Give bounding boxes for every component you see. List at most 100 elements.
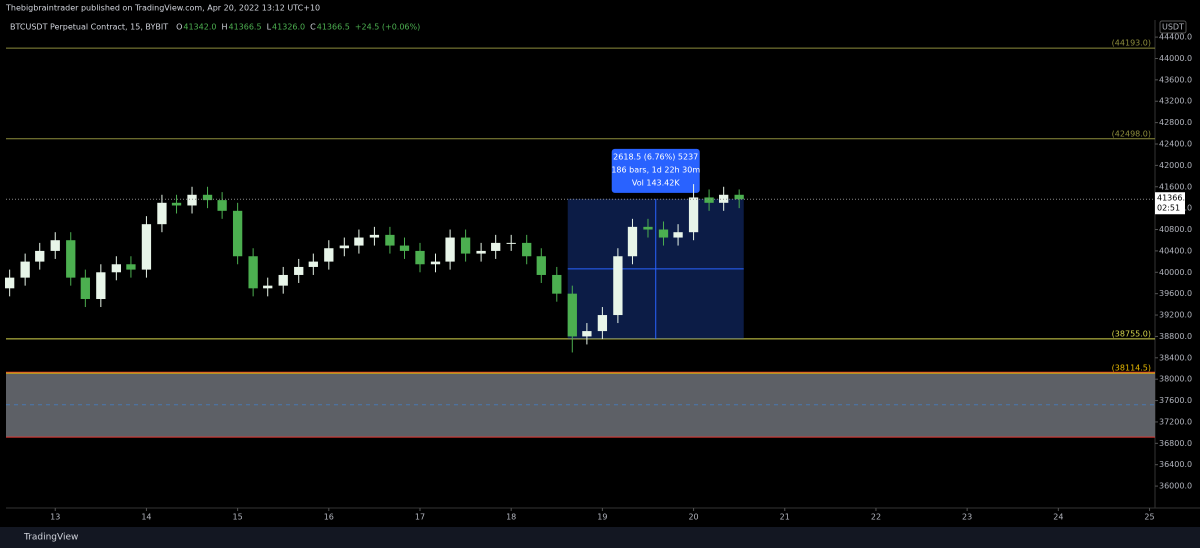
candle-body (582, 331, 592, 337)
x-tick-label: 17 (415, 513, 425, 522)
measure-label: Vol 143.42K (632, 178, 681, 187)
measure-label: 2618.5 (6.76%) 5237 (613, 152, 698, 161)
legend-title: BTCUSDT Perpetual Contract, 15, BYBIT (10, 23, 168, 32)
candle-body (734, 194, 744, 200)
candle-body (415, 250, 425, 265)
candle-body (658, 229, 669, 238)
countdown: 02:51 (1157, 204, 1180, 213)
candle-body (232, 210, 243, 257)
x-tick-label: 15 (233, 513, 243, 522)
candle-body (354, 237, 364, 246)
currency: USDT (1162, 23, 1184, 32)
candle-body (339, 245, 349, 249)
candle-body (171, 202, 182, 206)
candle-body (567, 293, 577, 337)
x-tick-label: 24 (1053, 513, 1063, 522)
candle-body (157, 202, 167, 225)
candle-body (385, 234, 395, 246)
candle-body (430, 261, 441, 265)
candle-body (66, 240, 76, 278)
legend-key: H (221, 23, 227, 32)
y-tick-label: 44000.0 (1159, 54, 1192, 63)
y-tick-label: 38000.0 (1159, 375, 1192, 384)
x-tick-label: 25 (1144, 513, 1154, 522)
y-tick-label: 38400.0 (1159, 353, 1192, 362)
y-tick-label: 37600.0 (1159, 396, 1192, 405)
level-label: (38114.5) (1112, 364, 1151, 373)
candle-body (80, 277, 90, 300)
y-tick-label: 41600.0 (1159, 182, 1192, 191)
candle-body (187, 194, 197, 206)
candle-body (126, 264, 136, 270)
publisher: Thebigbraintrader published on TradingVi… (5, 4, 320, 13)
x-tick-label: 14 (141, 513, 151, 522)
candle-body (111, 264, 121, 273)
y-tick-label: 40800.0 (1159, 225, 1192, 234)
candle-body (704, 197, 714, 203)
candle-body (476, 250, 486, 254)
x-tick-label: 21 (780, 513, 790, 522)
y-tick-label: 43200.0 (1159, 97, 1192, 106)
measure-label: 186 bars, 1d 22h 30m (611, 165, 700, 174)
x-tick-label: 18 (506, 513, 516, 522)
candle-body (460, 237, 471, 254)
candle-body (4, 277, 15, 289)
candle-body (324, 248, 334, 262)
y-tick-label: 36800.0 (1159, 439, 1192, 448)
y-tick-label: 40000.0 (1159, 268, 1192, 277)
footer-brand: TradingView (23, 533, 78, 543)
candle-body (627, 226, 638, 257)
x-tick-label: 23 (962, 513, 972, 522)
candle-body (597, 315, 608, 332)
zone (6, 372, 1155, 438)
candle-body (491, 242, 501, 251)
candle-body (369, 234, 380, 238)
candle-body (248, 256, 258, 289)
y-tick-label: 39200.0 (1159, 311, 1192, 320)
candle-body (399, 245, 410, 251)
x-tick-label: 13 (50, 513, 60, 522)
y-tick-label: 38800.0 (1159, 332, 1192, 341)
candle-body (141, 224, 152, 270)
legend-value: 41342.0 (183, 23, 216, 32)
candle-body (96, 272, 106, 300)
y-tick-label: 42000.0 (1159, 161, 1192, 170)
candle-body (522, 242, 532, 257)
candle-body (217, 200, 227, 211)
y-tick-label: 42400.0 (1159, 140, 1192, 149)
level-label: (38755.0) (1112, 329, 1151, 338)
candle-body (50, 240, 60, 251)
y-tick-label: 44400.0 (1159, 33, 1192, 42)
candle-body (263, 285, 273, 289)
y-tick-label: 43600.0 (1159, 75, 1192, 84)
currency-box (1159, 20, 1187, 34)
x-tick-label: 19 (597, 513, 607, 522)
legend-key: L (267, 23, 272, 32)
footer-bar (0, 527, 1200, 548)
level-label: (42498.0) (1112, 129, 1151, 138)
candle-body (506, 242, 516, 244)
candle-body (35, 250, 45, 262)
legend-value: 41326.0 (272, 23, 305, 32)
candle-body (688, 197, 699, 233)
y-tick-label: 36400.0 (1159, 460, 1192, 469)
candle-body (20, 261, 30, 278)
y-tick-label: 36000.0 (1159, 482, 1192, 491)
last-price-tag (1155, 192, 1185, 215)
candle-body (643, 226, 653, 230)
last-price-label: 41366.5 (1157, 194, 1190, 203)
candle-body (308, 261, 318, 267)
candle-body (278, 274, 288, 286)
legend-key: C (310, 23, 316, 32)
candle-body (294, 266, 304, 275)
x-tick-label: 22 (871, 513, 881, 522)
candle-body (202, 194, 213, 201)
y-tick-label: 39600.0 (1159, 289, 1192, 298)
level-label: (44193.0) (1112, 39, 1151, 48)
candle-body (536, 256, 546, 275)
measure-label-box (611, 148, 700, 193)
y-tick-label: 37200.0 (1159, 417, 1192, 426)
candle-body (552, 274, 562, 294)
